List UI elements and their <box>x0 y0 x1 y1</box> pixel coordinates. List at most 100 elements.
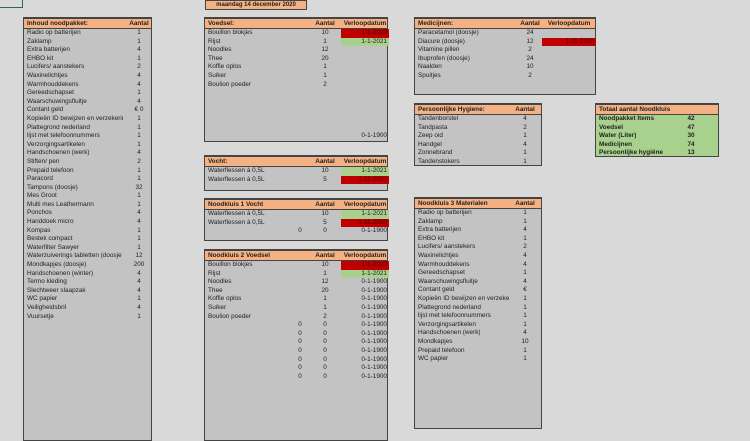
item-name[interactable]: Termo kleding <box>27 278 67 286</box>
item-name[interactable]: Noodles <box>208 278 232 286</box>
column-header-aantal[interactable]: Aantal <box>315 20 335 27</box>
item-name[interactable]: Veiligheidsbril <box>27 304 67 311</box>
item-name[interactable]: Thee <box>208 286 223 294</box>
item-quantity[interactable]: 1 <box>137 226 141 234</box>
item-formula-value[interactable]: 0 <box>298 372 302 380</box>
item-name[interactable]: Diacure (doosje) <box>418 37 465 45</box>
item-quantity[interactable]: 2 <box>523 243 527 251</box>
column-header-aantal[interactable]: Aantal <box>315 158 335 165</box>
item-name[interactable]: Boulion poeder <box>208 312 251 320</box>
selected-cell[interactable] <box>0 0 23 8</box>
item-quantity[interactable]: 4 <box>523 140 527 148</box>
expiry-date-valid[interactable]: 1-1-2021 <box>341 210 389 219</box>
item-quantity[interactable]: € 0 <box>134 106 144 114</box>
item-formula-value[interactable]: 0 <box>298 329 302 337</box>
item-quantity[interactable]: 47 <box>687 123 695 131</box>
item-quantity[interactable]: 1 <box>523 217 527 225</box>
item-name[interactable]: Vitamine pillen <box>418 46 460 54</box>
expiry-date-expired[interactable]: 1-1-2020 <box>341 261 389 270</box>
column-header-aantal[interactable]: Aantal <box>515 200 535 207</box>
item-quantity[interactable]: 10 <box>321 29 329 36</box>
expiry-date[interactable]: 0-1-1900 <box>361 321 387 329</box>
item-name[interactable]: Waterzuiverings tabletten (doosje <box>27 252 122 260</box>
item-quantity[interactable]: 1 <box>137 200 141 208</box>
item-quantity[interactable]: 0 <box>323 329 327 337</box>
item-name[interactable]: Stiften/ pen <box>27 157 60 165</box>
item-name[interactable]: Suiker <box>208 303 227 311</box>
item-name[interactable]: lijst met telefoonnummers <box>27 132 100 140</box>
item-quantity[interactable]: 30 <box>687 132 695 140</box>
item-name[interactable]: Radio op batterijen <box>27 29 81 36</box>
item-name[interactable]: Tandenstokers <box>418 157 460 165</box>
panel-title[interactable]: Vocht: <box>208 158 228 165</box>
item-name[interactable]: Plattegrond nederland <box>27 123 90 131</box>
item-name[interactable]: Plattegrond nederland <box>418 303 481 311</box>
item-name[interactable]: Paracord <box>27 175 53 183</box>
expiry-date-valid[interactable]: 1-1-2021 <box>341 269 389 279</box>
expiry-date-expired[interactable]: 1-11-2020 <box>341 175 389 185</box>
item-name[interactable]: Lucifers/ aanstekers <box>27 63 85 71</box>
expiry-date-valid[interactable]: 1-1-2021 <box>341 167 389 176</box>
item-quantity[interactable]: 4 <box>523 115 527 122</box>
item-quantity[interactable]: 4 <box>137 149 141 157</box>
item-name[interactable]: Mondkapjes <box>418 337 453 345</box>
item-quantity[interactable]: 12 <box>321 46 329 54</box>
item-quantity[interactable]: 0 <box>323 227 327 235</box>
panel-title[interactable]: Inhoud noodpakket: <box>27 20 89 27</box>
item-name[interactable]: Warmhouddekens <box>418 260 470 268</box>
item-formula-value[interactable]: 0 <box>298 321 302 329</box>
item-quantity[interactable]: 2 <box>528 71 532 79</box>
item-name[interactable]: Warmhouddekens <box>27 80 79 88</box>
item-quantity[interactable]: 1 <box>523 157 527 165</box>
item-quantity[interactable]: 1 <box>137 243 141 251</box>
item-quantity[interactable]: 1 <box>137 312 141 320</box>
column-header-verloopdatum[interactable]: Verloopdatum <box>343 201 387 208</box>
column-header-aantal[interactable]: Aantal <box>520 20 540 27</box>
column-header-aantal[interactable]: Aantal <box>315 252 335 259</box>
item-name[interactable]: Thee <box>208 54 223 62</box>
item-quantity[interactable]: 2 <box>523 123 527 131</box>
item-quantity[interactable]: 1 <box>137 29 141 36</box>
item-name[interactable]: WC papier <box>27 295 58 303</box>
expiry-date[interactable]: 0-1-1900 <box>361 346 387 354</box>
item-quantity[interactable]: 1 <box>137 192 141 200</box>
item-quantity[interactable]: 5 <box>323 218 327 226</box>
item-name[interactable]: Extra batterijen <box>418 226 461 234</box>
item-quantity[interactable]: 1 <box>137 132 141 140</box>
item-quantity[interactable]: 4 <box>137 80 141 88</box>
expiry-date[interactable]: 0-1-1900 <box>361 372 387 380</box>
expiry-date[interactable]: 0-1-1900 <box>361 295 387 303</box>
item-quantity[interactable]: 1 <box>323 295 327 303</box>
expiry-date[interactable]: 0-1-1900 <box>361 338 387 346</box>
item-quantity[interactable]: 4 <box>137 286 141 294</box>
item-name[interactable]: Rijst <box>208 37 221 45</box>
item-name[interactable]: Lucifers/ aanstekers <box>418 243 476 251</box>
item-quantity[interactable]: 2 <box>528 46 532 54</box>
item-name[interactable]: Tampons (doosje) <box>27 183 78 191</box>
item-name[interactable]: Waterflessen à 0,5L <box>208 175 265 183</box>
item-quantity[interactable]: 4 <box>523 226 527 234</box>
item-name[interactable]: Paracetamol (doosje) <box>418 29 479 36</box>
column-header-aantal[interactable]: Aantal <box>129 20 149 27</box>
item-name[interactable]: Contant geld <box>418 286 455 294</box>
item-name[interactable]: lijst met telefoonnummers <box>418 312 491 320</box>
column-header-aantal[interactable]: Aantal <box>315 201 335 208</box>
item-quantity[interactable]: 20 <box>321 54 329 62</box>
expiry-date-expired[interactable]: 1-11-2020 <box>542 37 596 47</box>
item-name[interactable]: Water (Liter) <box>599 132 637 140</box>
item-quantity[interactable]: 1 <box>523 209 527 216</box>
item-name[interactable]: Suiker <box>208 71 227 79</box>
item-quantity[interactable]: 10 <box>321 210 329 217</box>
expiry-date[interactable]: 0-1-1900 <box>361 227 387 235</box>
item-name[interactable]: EHBO kit <box>418 234 445 242</box>
item-name[interactable]: Kompas <box>27 226 51 234</box>
item-formula-value[interactable]: 0 <box>298 338 302 346</box>
expiry-date-valid[interactable]: 1-1-2021 <box>341 37 389 47</box>
item-quantity[interactable]: 1 <box>523 149 527 157</box>
item-quantity[interactable]: 1 <box>137 166 141 174</box>
item-quantity[interactable]: 1 <box>137 175 141 183</box>
item-name[interactable]: Gereedschapset <box>27 89 74 97</box>
item-quantity[interactable]: 13 <box>687 149 695 157</box>
item-quantity[interactable]: 1 <box>523 355 527 363</box>
item-quantity[interactable]: 10 <box>526 63 534 71</box>
